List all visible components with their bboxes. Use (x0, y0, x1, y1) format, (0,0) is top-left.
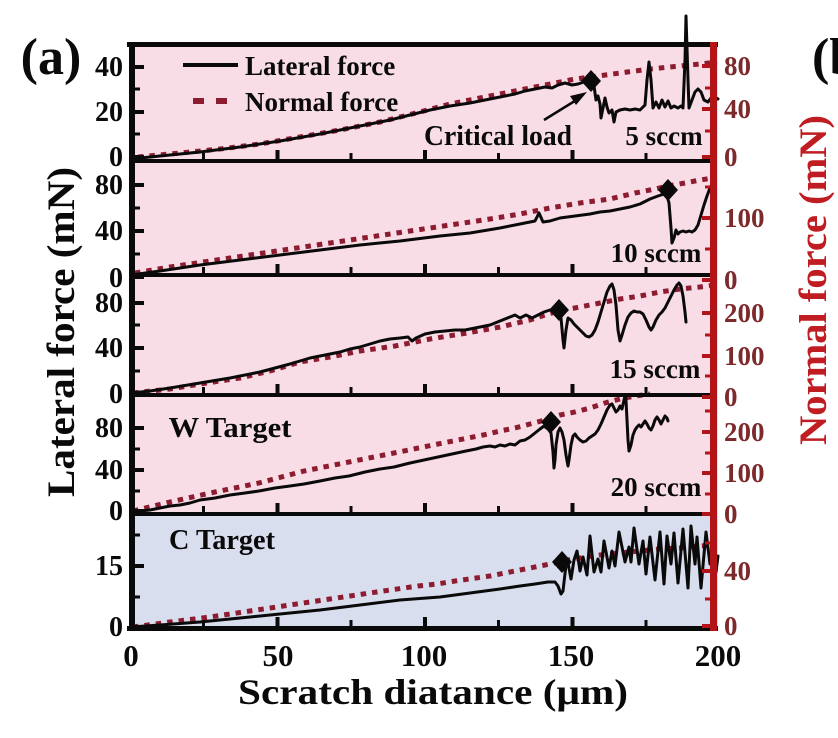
svg-text:Lateral force (mN): Lateral force (mN) (40, 167, 83, 497)
svg-text:10 sccm: 10 sccm (611, 238, 702, 268)
svg-text:0: 0 (724, 499, 738, 529)
svg-text:0: 0 (724, 265, 738, 295)
svg-text:40: 40 (95, 52, 123, 83)
svg-text:(a): (a) (21, 29, 82, 86)
svg-text:20: 20 (95, 97, 123, 128)
svg-text:0: 0 (109, 496, 123, 527)
svg-text:Normal force (mN): Normal force (mN) (792, 115, 835, 445)
svg-text:200: 200 (724, 298, 765, 328)
svg-text:15 sccm: 15 sccm (610, 354, 701, 384)
svg-text:0: 0 (724, 142, 738, 172)
svg-text:40: 40 (724, 556, 751, 586)
svg-text:C Target: C Target (169, 525, 276, 556)
svg-text:0: 0 (724, 382, 738, 412)
svg-text:Critical load: Critical load (424, 121, 572, 152)
svg-text:0: 0 (109, 142, 123, 173)
svg-text:200: 200 (695, 638, 742, 673)
svg-text:40: 40 (95, 455, 123, 486)
svg-text:15: 15 (95, 551, 123, 582)
svg-text:80: 80 (95, 413, 123, 444)
svg-text:100: 100 (724, 341, 765, 371)
svg-text:Lateral force: Lateral force (245, 51, 395, 81)
svg-text:40: 40 (95, 333, 123, 364)
svg-text:0: 0 (109, 379, 123, 410)
svg-text:0: 0 (109, 612, 123, 643)
svg-text:(b: (b (812, 29, 838, 86)
svg-text:0: 0 (123, 638, 139, 673)
svg-text:80: 80 (95, 288, 123, 319)
svg-text:150: 150 (548, 638, 595, 673)
svg-text:0: 0 (109, 263, 123, 294)
svg-text:100: 100 (724, 203, 765, 233)
svg-text:20 sccm: 20 sccm (611, 472, 702, 502)
svg-text:200: 200 (724, 417, 765, 447)
svg-text:W Target: W Target (169, 413, 293, 444)
svg-text:40: 40 (724, 94, 751, 124)
svg-text:Normal force: Normal force (245, 87, 398, 117)
svg-text:Scratch diatance (μm): Scratch diatance (μm) (238, 672, 628, 712)
svg-text:100: 100 (401, 638, 448, 673)
svg-text:80: 80 (724, 51, 751, 81)
svg-text:50: 50 (263, 638, 294, 673)
svg-text:40: 40 (95, 216, 123, 247)
svg-text:80: 80 (95, 170, 123, 201)
svg-text:0: 0 (724, 611, 738, 641)
svg-text:5 sccm: 5 sccm (625, 121, 703, 151)
svg-text:100: 100 (724, 458, 765, 488)
